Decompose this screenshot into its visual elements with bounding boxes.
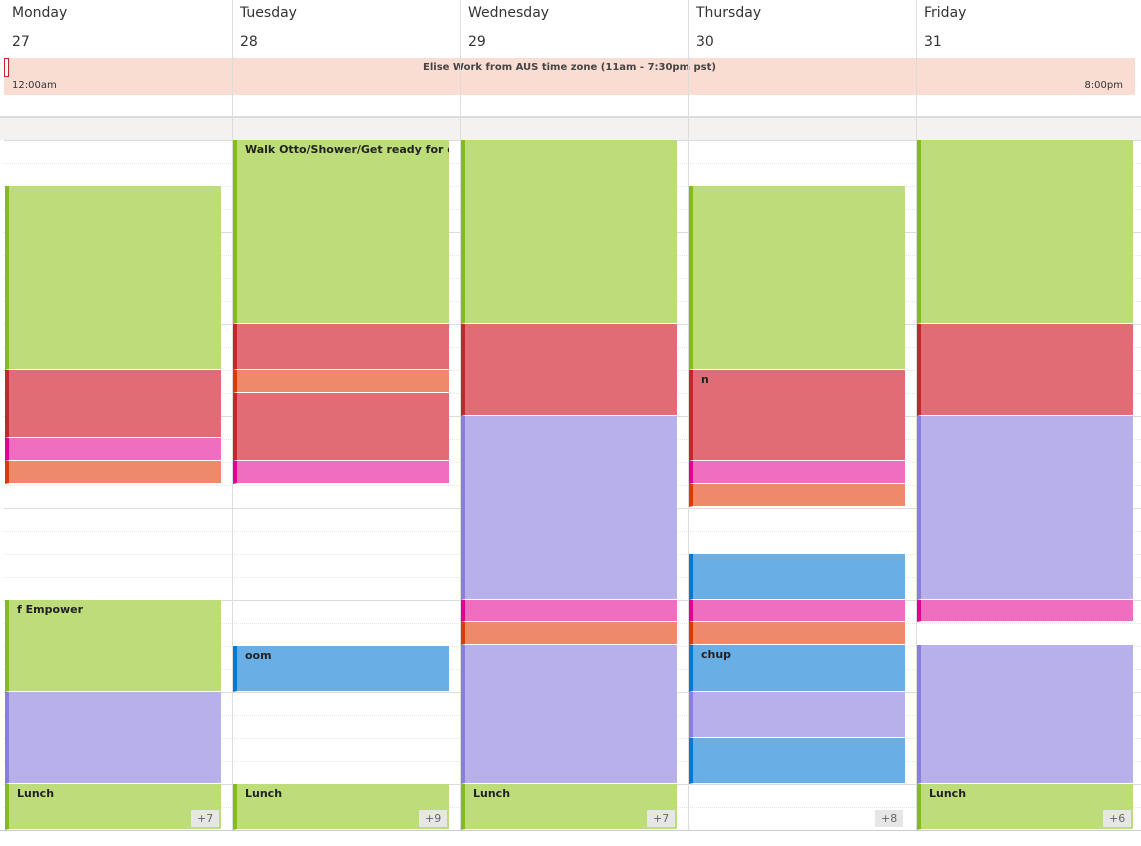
- day-name: Thursday: [696, 5, 762, 21]
- event[interactable]: [917, 324, 1133, 416]
- column-divider: [460, 0, 461, 830]
- more-button[interactable]: +9: [419, 810, 448, 827]
- day-date: 29: [468, 34, 486, 50]
- day-name: Friday: [924, 5, 967, 21]
- event[interactable]: [689, 622, 905, 645]
- all-day-event[interactable]: Elise Work from AUS time zone (11am - 7:…: [4, 58, 1135, 77]
- column-divider: [916, 0, 917, 830]
- event[interactable]: [461, 645, 677, 784]
- more-button[interactable]: +7: [191, 810, 220, 827]
- day-date: 30: [696, 34, 714, 50]
- all-day-times: [4, 77, 1135, 95]
- event[interactable]: [689, 484, 905, 507]
- event[interactable]: [461, 416, 677, 600]
- day-name: Wednesday: [468, 5, 550, 21]
- event[interactable]: [233, 324, 449, 370]
- event[interactable]: [917, 416, 1133, 600]
- more-button[interactable]: +7: [647, 810, 676, 827]
- event[interactable]: Lunch: [461, 784, 677, 830]
- event[interactable]: [233, 461, 449, 484]
- event[interactable]: Lunch: [5, 784, 221, 830]
- event[interactable]: [5, 461, 221, 484]
- day-name: Tuesday: [240, 5, 297, 21]
- event[interactable]: [461, 140, 677, 324]
- start-time: 12:00am: [12, 80, 57, 91]
- event[interactable]: [689, 461, 905, 484]
- event[interactable]: [5, 438, 221, 461]
- event[interactable]: [233, 370, 449, 393]
- event-marker: [4, 58, 9, 77]
- day-date: 28: [240, 34, 258, 50]
- event[interactable]: [689, 738, 905, 784]
- bottom-line: [0, 830, 1141, 831]
- event[interactable]: [461, 600, 677, 622]
- event[interactable]: [689, 600, 905, 622]
- event[interactable]: [5, 186, 221, 370]
- event[interactable]: [917, 645, 1133, 784]
- event[interactable]: n: [689, 370, 905, 461]
- day-date: 27: [12, 34, 30, 50]
- event[interactable]: [461, 622, 677, 645]
- event[interactable]: Lunch: [917, 784, 1133, 830]
- event[interactable]: Walk Otto/Shower/Get ready for day: [233, 140, 449, 324]
- event[interactable]: [689, 554, 905, 600]
- event[interactable]: [5, 370, 221, 438]
- more-button[interactable]: +8: [875, 810, 904, 827]
- more-button[interactable]: +6: [1103, 810, 1132, 827]
- event[interactable]: [917, 140, 1133, 324]
- time-band: [0, 116, 1141, 140]
- event[interactable]: [689, 692, 905, 738]
- event[interactable]: [233, 393, 449, 461]
- event[interactable]: [917, 600, 1133, 622]
- event[interactable]: Lunch: [233, 784, 449, 830]
- event[interactable]: f Empower: [5, 600, 221, 692]
- column-divider: [232, 0, 233, 830]
- day-date: 31: [924, 34, 942, 50]
- day-name: Monday: [12, 5, 68, 21]
- event[interactable]: [461, 324, 677, 416]
- end-time: 8:00pm: [1084, 80, 1123, 91]
- event[interactable]: chup: [689, 645, 905, 692]
- event[interactable]: [689, 186, 905, 370]
- column-divider: [688, 0, 689, 830]
- event[interactable]: oom: [233, 646, 449, 692]
- event[interactable]: [5, 692, 221, 784]
